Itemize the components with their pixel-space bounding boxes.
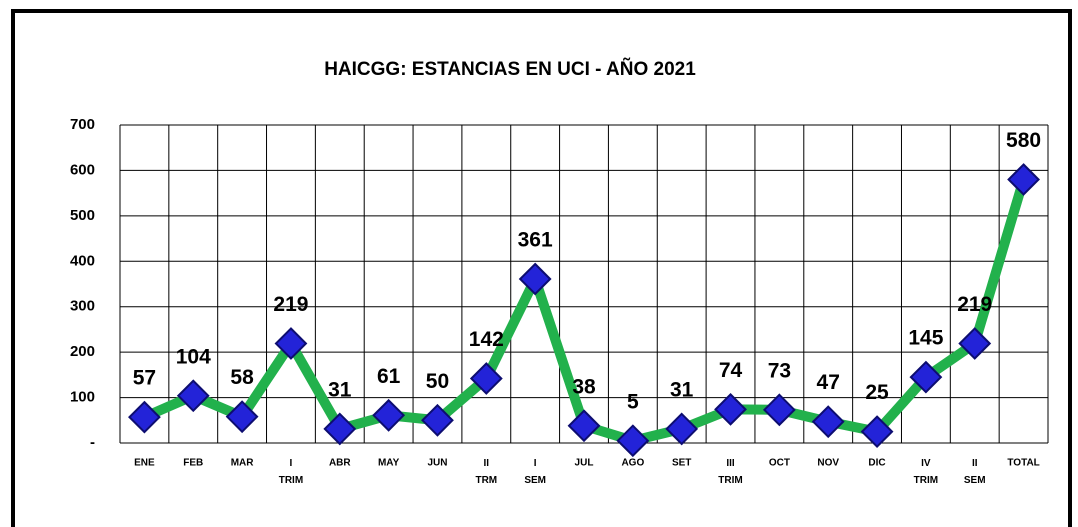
x-tick-label: III TRIM	[718, 458, 742, 486]
data-label: 50	[426, 370, 449, 393]
x-tick-label: JUN	[427, 458, 447, 469]
data-label: 25	[865, 381, 889, 404]
data-label: 47	[817, 371, 840, 394]
marker	[518, 262, 552, 296]
data-label: 219	[957, 293, 992, 316]
x-tick-label: II TRM	[475, 458, 497, 486]
x-tick-label: I SEM	[524, 458, 546, 486]
frame	[11, 9, 1072, 527]
y-tick-label: -	[90, 434, 95, 451]
y-tick-label: 500	[70, 207, 95, 224]
data-label: 104	[176, 345, 211, 368]
data-label: 361	[518, 229, 553, 252]
x-tick-label: DIC	[868, 458, 885, 469]
x-tick-label: TOTAL	[1007, 458, 1039, 469]
y-tick-label: 700	[70, 116, 95, 133]
x-tick-label: OCT	[769, 458, 790, 469]
x-tick-label: MAR	[231, 458, 255, 469]
marker	[323, 412, 357, 446]
data-label: 38	[572, 375, 596, 398]
y-tick-label: 600	[70, 161, 95, 178]
marker	[469, 362, 503, 395]
y-tick-label: 200	[70, 343, 95, 360]
data-label: 73	[768, 359, 791, 382]
marker	[128, 400, 161, 434]
x-tick-label: MAY	[378, 458, 400, 469]
chart-title: HAICGG: ESTANCIAS EN UCI - AÑO 2021	[324, 58, 696, 80]
marker	[421, 403, 454, 437]
x-tick-label: ENE	[134, 458, 155, 469]
x-tick-label: I TRIM	[279, 458, 303, 486]
marker	[958, 327, 992, 360]
marker	[811, 405, 845, 439]
data-label: 74	[719, 359, 743, 382]
y-tick-label: 300	[70, 298, 95, 315]
data-label: 31	[670, 378, 694, 401]
x-tick-label: IV TRIM	[914, 458, 938, 486]
marker	[860, 415, 894, 449]
data-label: 219	[273, 293, 308, 316]
x-tick-label: II SEM	[964, 458, 986, 486]
marker	[616, 424, 650, 458]
data-label: 142	[469, 328, 504, 351]
marker	[909, 360, 943, 394]
marker	[372, 398, 406, 432]
y-tick-label: 100	[70, 389, 95, 406]
marker	[665, 412, 699, 446]
data-label: 580	[1006, 129, 1041, 152]
marker	[274, 327, 308, 360]
x-tick-label: NOV	[817, 458, 839, 469]
marker	[762, 393, 796, 427]
x-tick-label: AGO	[621, 458, 644, 469]
data-label: 5	[627, 390, 639, 413]
data-label: 31	[328, 378, 352, 401]
y-tick-label: 400	[70, 252, 95, 269]
data-label: 145	[908, 327, 943, 350]
marker	[1007, 163, 1040, 196]
marker	[176, 379, 210, 413]
marker	[225, 400, 259, 434]
x-tick-label: ABR	[329, 458, 351, 469]
x-tick-label: JUL	[575, 458, 594, 469]
data-label: 61	[377, 365, 401, 388]
data-label: 58	[230, 366, 254, 389]
marker	[714, 392, 747, 426]
data-label: 57	[133, 367, 156, 390]
x-tick-label: SET	[672, 458, 691, 469]
marker	[567, 409, 601, 443]
x-tick-label: FEB	[183, 458, 203, 469]
